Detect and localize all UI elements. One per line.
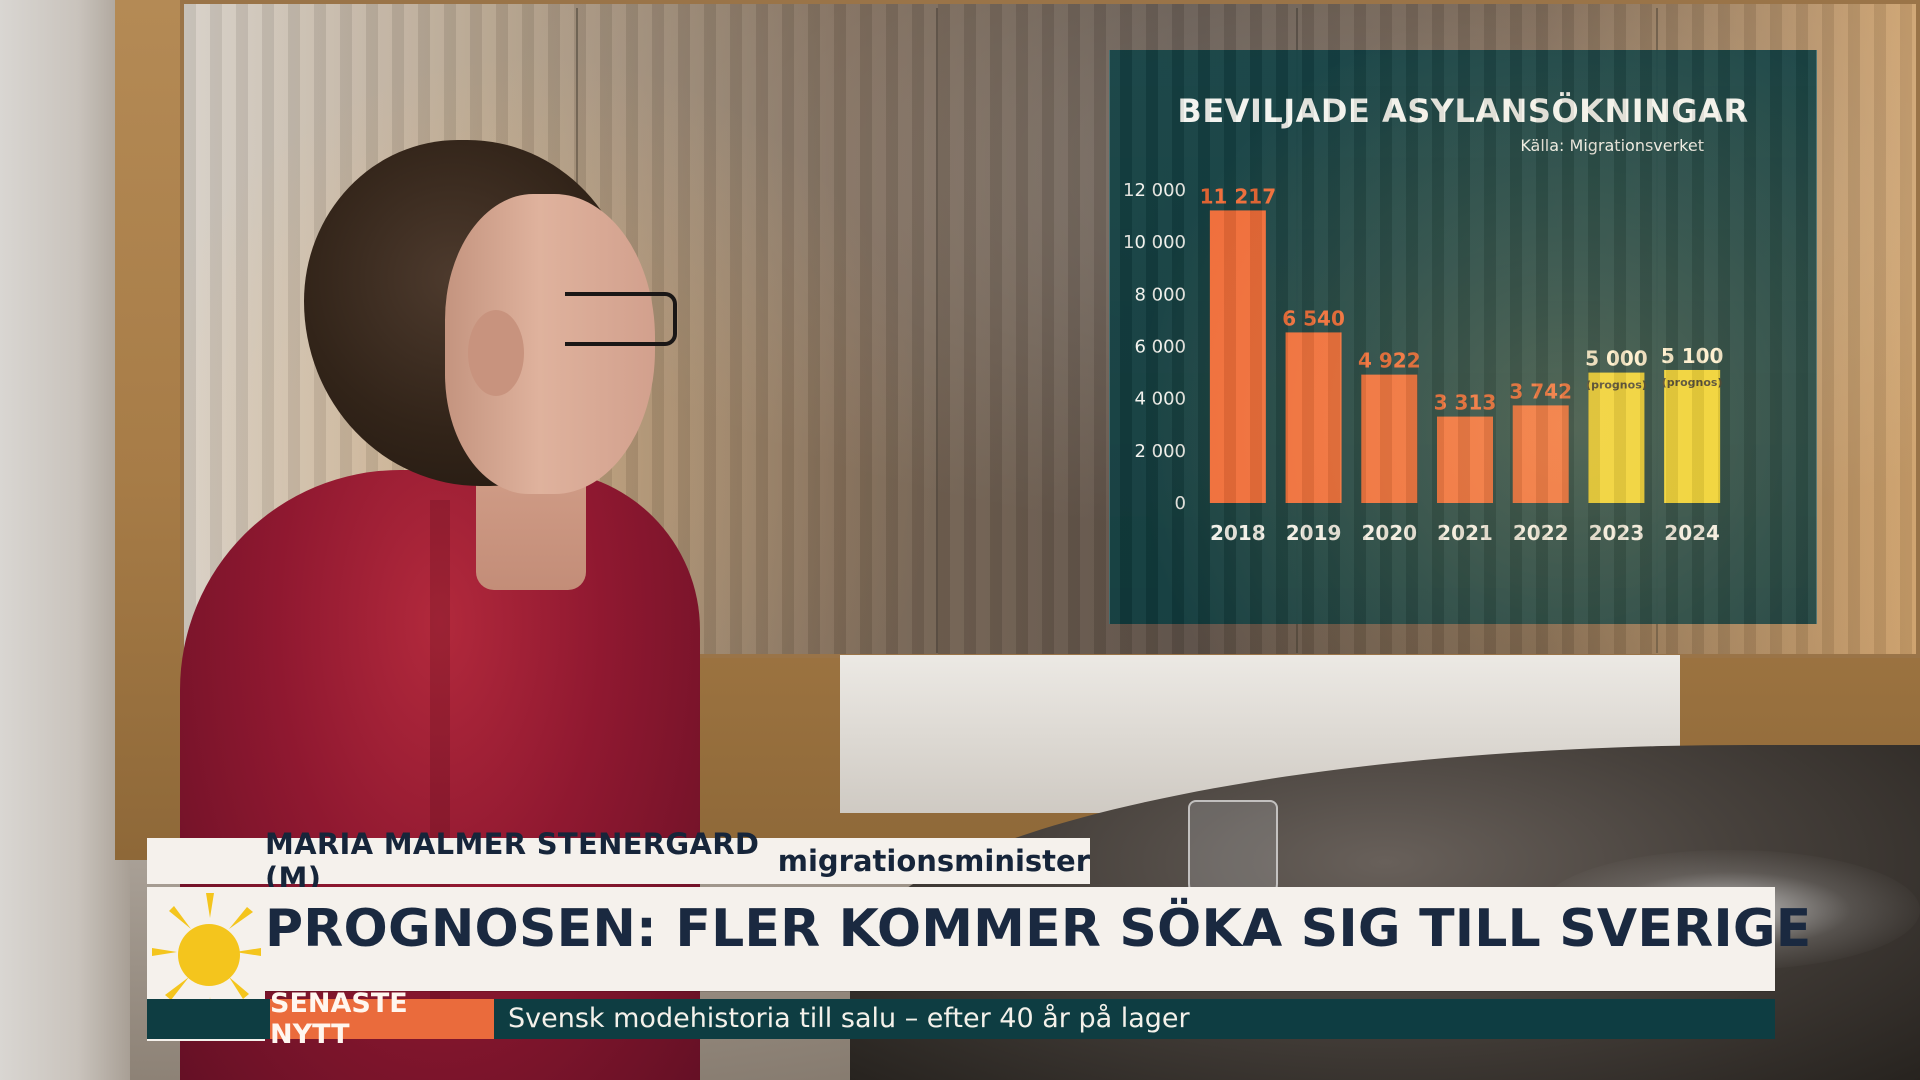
chart-panel: BEVILJADE ASYLANSÖKNINGAR Källa: Migrati…: [1109, 50, 1817, 624]
x-tick-label-2022: 2022: [1513, 521, 1569, 545]
forecast-label-2024: (prognos): [1662, 376, 1723, 389]
screen-seam: [936, 8, 938, 653]
x-tick-label-2018: 2018: [1210, 521, 1266, 545]
left-wall: [0, 0, 130, 1080]
data-label-2019: 6 540: [1282, 306, 1345, 330]
bar-2022: [1512, 405, 1569, 503]
x-tick-label-2021: 2021: [1437, 521, 1493, 545]
data-label-2022: 3 742: [1509, 379, 1572, 403]
y-tick-label: 12 000: [1123, 180, 1186, 201]
y-tick-label: 10 000: [1123, 232, 1186, 253]
bar-2024: [1664, 369, 1721, 503]
presenter-guest: [180, 140, 800, 1080]
x-tick-label-2024: 2024: [1664, 521, 1720, 545]
x-tick-label-2023: 2023: [1589, 521, 1645, 545]
y-tick-label: 6 000: [1134, 337, 1186, 358]
bar-chart: 0 2 000 4 000 6 000 8 000 10 000 12 000 11 217 2…: [1123, 180, 1724, 545]
x-tick-label-2019: 2019: [1286, 521, 1342, 545]
y-tick-label: 2 000: [1134, 441, 1186, 462]
bar-2023: [1588, 372, 1645, 503]
data-label-2024: 5 100: [1661, 344, 1724, 368]
ear: [468, 310, 524, 396]
y-tick-label: 0: [1175, 493, 1186, 514]
water-glass: [1188, 800, 1278, 900]
red-blouse: [180, 470, 700, 1080]
bar-2020: [1361, 374, 1418, 503]
chart-title: BEVILJADE ASYLANSÖKNINGAR: [1177, 92, 1749, 130]
x-tick-label-2020: 2020: [1361, 521, 1417, 545]
chart-source: Källa: Migrationsverket: [1520, 136, 1704, 155]
y-tick-label: 4 000: [1134, 389, 1186, 410]
forecast-label-2023: (prognos): [1586, 379, 1647, 392]
data-label-2020: 4 922: [1358, 349, 1421, 373]
desk-highlight: [1540, 850, 1920, 970]
bar-2021: [1437, 416, 1493, 503]
data-label-2018: 11 217: [1200, 184, 1277, 208]
bar-2019: [1285, 332, 1342, 503]
data-label-2021: 3 313: [1434, 391, 1497, 415]
data-label-2023: 5 000: [1585, 347, 1648, 371]
glasses: [565, 292, 677, 346]
y-tick-label: 8 000: [1134, 284, 1186, 305]
bar-2018: [1209, 210, 1266, 503]
